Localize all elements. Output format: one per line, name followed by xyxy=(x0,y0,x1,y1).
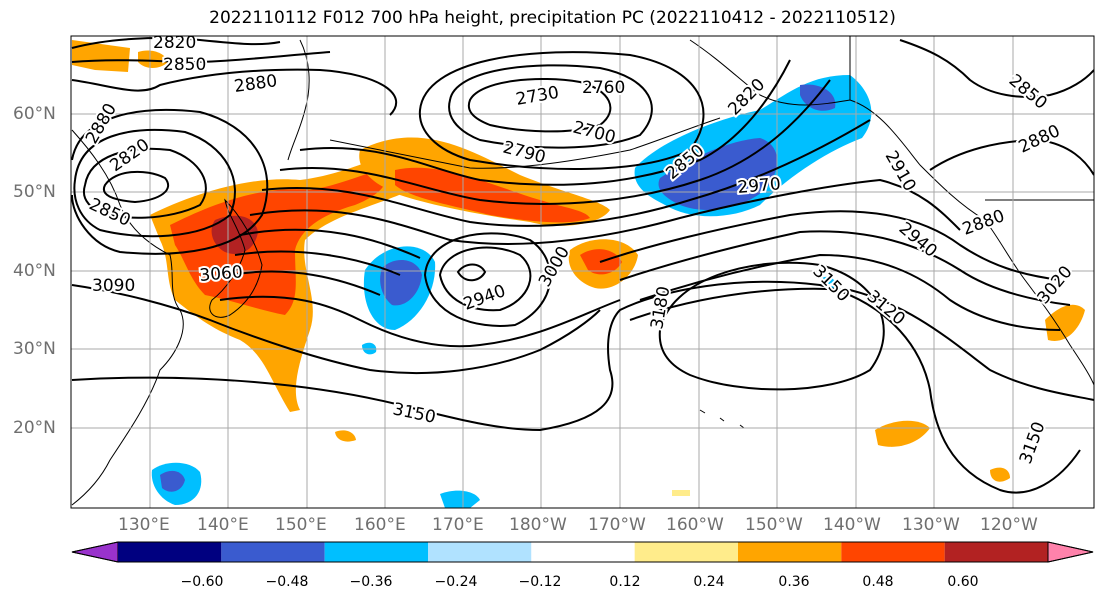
contour-low-north-inner xyxy=(467,78,612,133)
lon-label: 150°E xyxy=(275,515,327,535)
contour-low-west-2880 xyxy=(71,109,269,255)
contour-2850-band xyxy=(279,79,831,205)
contour-3120 xyxy=(629,287,1094,401)
height-contours xyxy=(71,37,1094,494)
colorbar-tick-label: 0.36 xyxy=(778,574,810,590)
contour-3180-high xyxy=(658,261,885,391)
colorbar-tick-label: −0.48 xyxy=(265,574,309,590)
lon-label: 140°W xyxy=(823,515,881,535)
precip-positive-coast xyxy=(1045,304,1085,341)
lat-label: 30°N xyxy=(13,339,56,359)
colorbar-bin xyxy=(634,542,738,562)
kamchatka-coast xyxy=(287,39,310,161)
colorbar-bin xyxy=(118,542,222,562)
colorbar-tick-label: 0.48 xyxy=(862,574,894,590)
lon-label: 130°W xyxy=(902,515,960,535)
contour-low-north-2760 xyxy=(448,64,653,149)
gridlines xyxy=(71,36,1094,508)
precip-negative-ne-max xyxy=(800,84,836,111)
lon-label: 150°W xyxy=(745,515,803,535)
colorbar-bin xyxy=(221,542,325,562)
lon-label: 170°W xyxy=(588,515,646,535)
colorbar-bin xyxy=(738,542,842,562)
colorbar-tick-label: −0.36 xyxy=(349,574,393,590)
contour-label: 2820 xyxy=(153,33,196,53)
lon-label: 160°W xyxy=(666,515,724,535)
contour-2820-nw xyxy=(71,37,281,49)
colorbar-tick-label: 0.12 xyxy=(609,574,641,590)
precip-positive-south4 xyxy=(672,490,690,496)
contour-label: 2760 xyxy=(582,78,625,98)
colorbar-tick-label: 0.24 xyxy=(693,574,725,590)
precip-positive-south1 xyxy=(875,420,930,447)
contour-north-east xyxy=(899,39,1094,98)
lon-label: 170°E xyxy=(432,515,484,535)
colorbar-bin xyxy=(531,542,635,562)
contour-2820-band xyxy=(299,59,791,186)
colorbar-tick-label: 0.60 xyxy=(947,574,979,590)
contour-2850-nw xyxy=(71,51,331,64)
contour-label: 3060 xyxy=(199,262,244,286)
canada-border xyxy=(849,36,1094,201)
colorbar-frame xyxy=(71,541,1094,563)
contour-low-mid-2940 xyxy=(438,246,532,312)
precip-positive-nw xyxy=(72,40,130,72)
precip-positive-nw2 xyxy=(138,50,168,68)
lat-label: 60°N xyxy=(13,104,56,124)
contour-low-mid-inner xyxy=(456,263,487,282)
colorbar-extend-high xyxy=(1047,541,1094,563)
contour-3090-band xyxy=(71,284,601,375)
colorbar-bin xyxy=(841,542,945,562)
contour-low-west-2820 xyxy=(82,147,207,219)
precip-positive-south3 xyxy=(335,430,356,442)
contour-low-mid-2970 xyxy=(423,232,552,327)
colorbar-tick-label: −0.60 xyxy=(180,574,224,590)
contour-low-west-2850 xyxy=(73,129,236,238)
contour-low-west-inner xyxy=(102,170,170,204)
colorbar-bin xyxy=(944,542,1048,562)
map-title: 2022110112 F012 700 hPa height, precipit… xyxy=(209,8,896,28)
contour-label: 3090 xyxy=(92,276,135,296)
contour-3000-band xyxy=(229,253,1061,331)
map-frame xyxy=(70,35,1095,509)
lat-label: 50°N xyxy=(13,182,56,202)
lon-label: 180°W xyxy=(509,515,567,535)
contour-3150-south xyxy=(71,280,1081,494)
contour-label: 2970 xyxy=(737,174,782,198)
contour-2970-band xyxy=(234,230,1071,306)
lon-label: 130°E xyxy=(118,515,170,535)
precip-negative-s xyxy=(440,490,480,508)
lat-label: 40°N xyxy=(13,261,56,281)
lat-label: 20°N xyxy=(13,418,56,438)
contour-2940-band xyxy=(239,210,1061,281)
colorbar xyxy=(71,541,1094,563)
contour-low-north-2790 xyxy=(418,51,705,170)
colorbar-extend-low xyxy=(71,541,119,563)
lon-label: 160°E xyxy=(354,515,406,535)
na-west-coast xyxy=(984,219,1094,386)
contour-2910-band xyxy=(249,178,961,245)
colorbar-bin xyxy=(428,542,532,562)
precip-positive-south2 xyxy=(990,467,1010,482)
contour-2880-north xyxy=(71,68,397,116)
precip-negative-sw-core xyxy=(160,470,185,492)
contour-label: 2850 xyxy=(163,55,206,75)
contour-east-2880 xyxy=(929,138,1094,176)
colorbar-tick-label: −0.12 xyxy=(518,574,562,590)
lon-label: 120°W xyxy=(980,515,1038,535)
colorbar-bin xyxy=(324,542,428,562)
precip-positive-west-core xyxy=(170,170,386,315)
colorbar-tick-label: −0.24 xyxy=(434,574,478,590)
lon-label: 140°E xyxy=(197,515,249,535)
aleutians xyxy=(329,117,721,169)
contour-2880-band xyxy=(261,119,871,227)
contour-3060-band xyxy=(219,295,621,348)
